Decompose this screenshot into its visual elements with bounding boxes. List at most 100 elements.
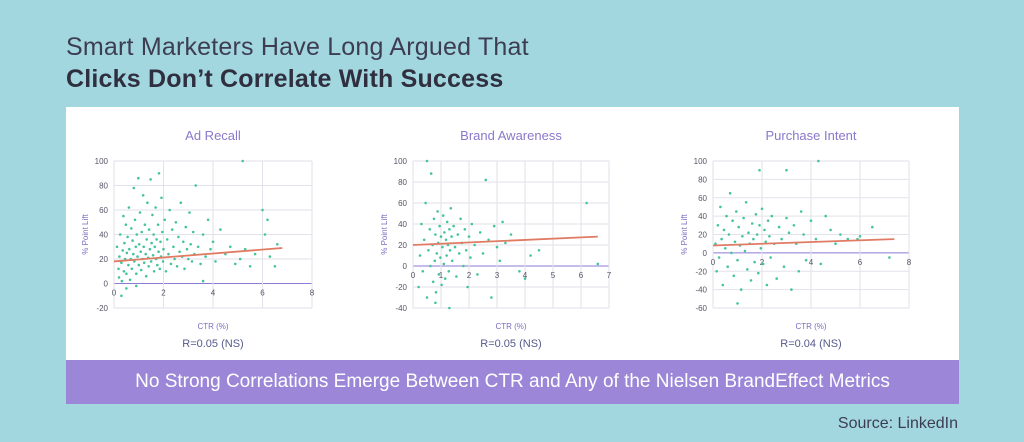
purchase-intent-data-point [785, 216, 788, 220]
ad-recall-data-point [238, 257, 242, 261]
ad-recall-data-point [121, 249, 124, 252]
brand-awareness-data-point [459, 217, 462, 221]
brand-awareness-data-point [509, 233, 513, 236]
purchase-intent-data-point [829, 228, 832, 232]
ad-recall-data-point [158, 267, 162, 271]
brand-awareness-data-point [427, 249, 430, 252]
purchase-intent-data-point [792, 224, 796, 227]
purchase-intent-data-point [760, 207, 764, 211]
ad-recall-data-point [134, 245, 138, 249]
purchase-intent-data-point [761, 262, 765, 266]
brand-awareness-data-point [448, 249, 452, 252]
purchase-intent-data-point [785, 168, 788, 172]
brand-awareness-data-point [463, 228, 467, 231]
brand-awareness-data-point [445, 254, 448, 257]
ad-recall-data-point [135, 284, 138, 288]
brand-awareness-data-point [443, 231, 446, 234]
ad-recall-y-tick-label: 0 [104, 280, 109, 289]
ad-recall-data-point [124, 223, 128, 226]
ad-recall-data-point [214, 260, 217, 263]
brand-awareness-data-point [504, 241, 507, 245]
purchase-intent-y-tick-label: 60 [698, 194, 707, 203]
brand-awareness-y-tick-label: 100 [394, 157, 408, 166]
purchase-intent-data-point [759, 247, 763, 250]
purchase-intent-data-point [758, 168, 761, 172]
ad-recall-data-point [145, 238, 148, 241]
purchase-intent-y-tick-label: -40 [695, 286, 707, 295]
purchase-intent-data-point [834, 242, 837, 245]
purchase-intent-data-point [804, 258, 808, 262]
brand-awareness-data-point [470, 222, 474, 226]
ad-recall-data-point [253, 252, 257, 256]
brand-awareness-data-point [481, 252, 485, 255]
ad-recall-data-point [268, 255, 272, 258]
ad-recall-data-point [167, 252, 170, 256]
brand-awareness-data-point [467, 235, 471, 238]
brand-awareness-data-point [446, 243, 450, 247]
brand-awareness-data-point [448, 228, 451, 231]
brand-awareness-data-point [439, 256, 442, 259]
purchase-intent-data-point [758, 224, 761, 227]
ad-recall-data-point [153, 245, 157, 249]
brand-awareness-data-point [418, 254, 422, 257]
ad-recall-data-point [243, 247, 247, 251]
purchase-intent-data-point [765, 283, 769, 287]
ad-recall-data-point [135, 233, 139, 236]
purchase-intent-data-point [782, 265, 786, 268]
purchase-intent-data-point [802, 233, 805, 236]
purchase-intent-data-point [721, 283, 725, 287]
purchase-intent-data-point [747, 231, 750, 234]
brand-awareness-data-point [425, 159, 429, 163]
headline-line-2: Clicks Don’t Correlate With Success [66, 65, 504, 93]
purchase-intent-data-point [766, 219, 770, 222]
brand-awareness-data-point [424, 201, 427, 205]
ad-recall-data-point [209, 247, 212, 251]
ad-recall-data-point [150, 241, 153, 245]
ad-recall-data-point [161, 230, 164, 234]
purchase-intent-data-point [728, 191, 732, 195]
ad-recall-data-point [146, 201, 149, 204]
brand-awareness-data-point [455, 275, 458, 278]
ad-recall-data-point [187, 257, 190, 261]
ad-recall-data-point [188, 211, 191, 214]
brand-awareness-x-tick-label: 0 [411, 271, 416, 280]
ad-recall-x-tick-label: 8 [310, 289, 315, 298]
purchase-intent-data-point [754, 213, 758, 216]
purchase-intent-data-point [770, 214, 774, 218]
brand-awareness-data-point [438, 224, 441, 228]
ad-recall-data-point [125, 272, 128, 275]
ad-recall-trend-line [113, 247, 283, 263]
brand-awareness-data-point [478, 231, 482, 234]
ad-recall-data-point [142, 261, 146, 264]
ad-recall-data-point [156, 263, 159, 267]
ad-recall-data-point [194, 184, 197, 187]
brand-awareness-y-tick-label: 20 [398, 241, 407, 250]
ad-recall-correlation-stat: R=0.05 (NS) [182, 338, 243, 350]
brand-awareness-x-tick-label: 4 [523, 271, 528, 280]
brand-awareness-data-point [456, 233, 460, 236]
brand-awareness-data-point [450, 235, 453, 238]
ad-recall-data-point [157, 250, 160, 253]
ad-recall-data-point [147, 228, 151, 231]
ad-recall-data-point [132, 186, 136, 190]
ad-recall-data-point [175, 265, 179, 268]
ad-recall-data-point [128, 247, 131, 251]
ad-recall-data-point [263, 233, 267, 236]
purchase-intent-data-point [888, 256, 891, 259]
purchase-intent-data-point [753, 260, 756, 264]
purchase-intent-x-tick-label: 0 [711, 258, 716, 267]
brand-awareness-data-point [435, 252, 439, 255]
ad-recall-data-point [182, 240, 185, 244]
brand-awareness-data-point [442, 262, 446, 266]
charts-panel: Ad Recall -20 0 20 40 60 80 100 0 2 4 6 8 CTR (%)% Po… [66, 107, 959, 360]
purchase-intent-data-point [746, 268, 749, 271]
ad-recall-y-tick-label: 20 [99, 255, 108, 264]
purchase-intent-data-point [727, 233, 731, 236]
ad-recall-data-point [189, 243, 192, 246]
ad-recall-data-point [219, 228, 222, 231]
ad-recall-data-point [241, 159, 244, 163]
ad-recall-data-point [261, 208, 264, 212]
purchase-intent-data-point [775, 277, 778, 280]
purchase-intent-data-point [871, 225, 874, 229]
purchase-intent-data-point [749, 279, 753, 282]
